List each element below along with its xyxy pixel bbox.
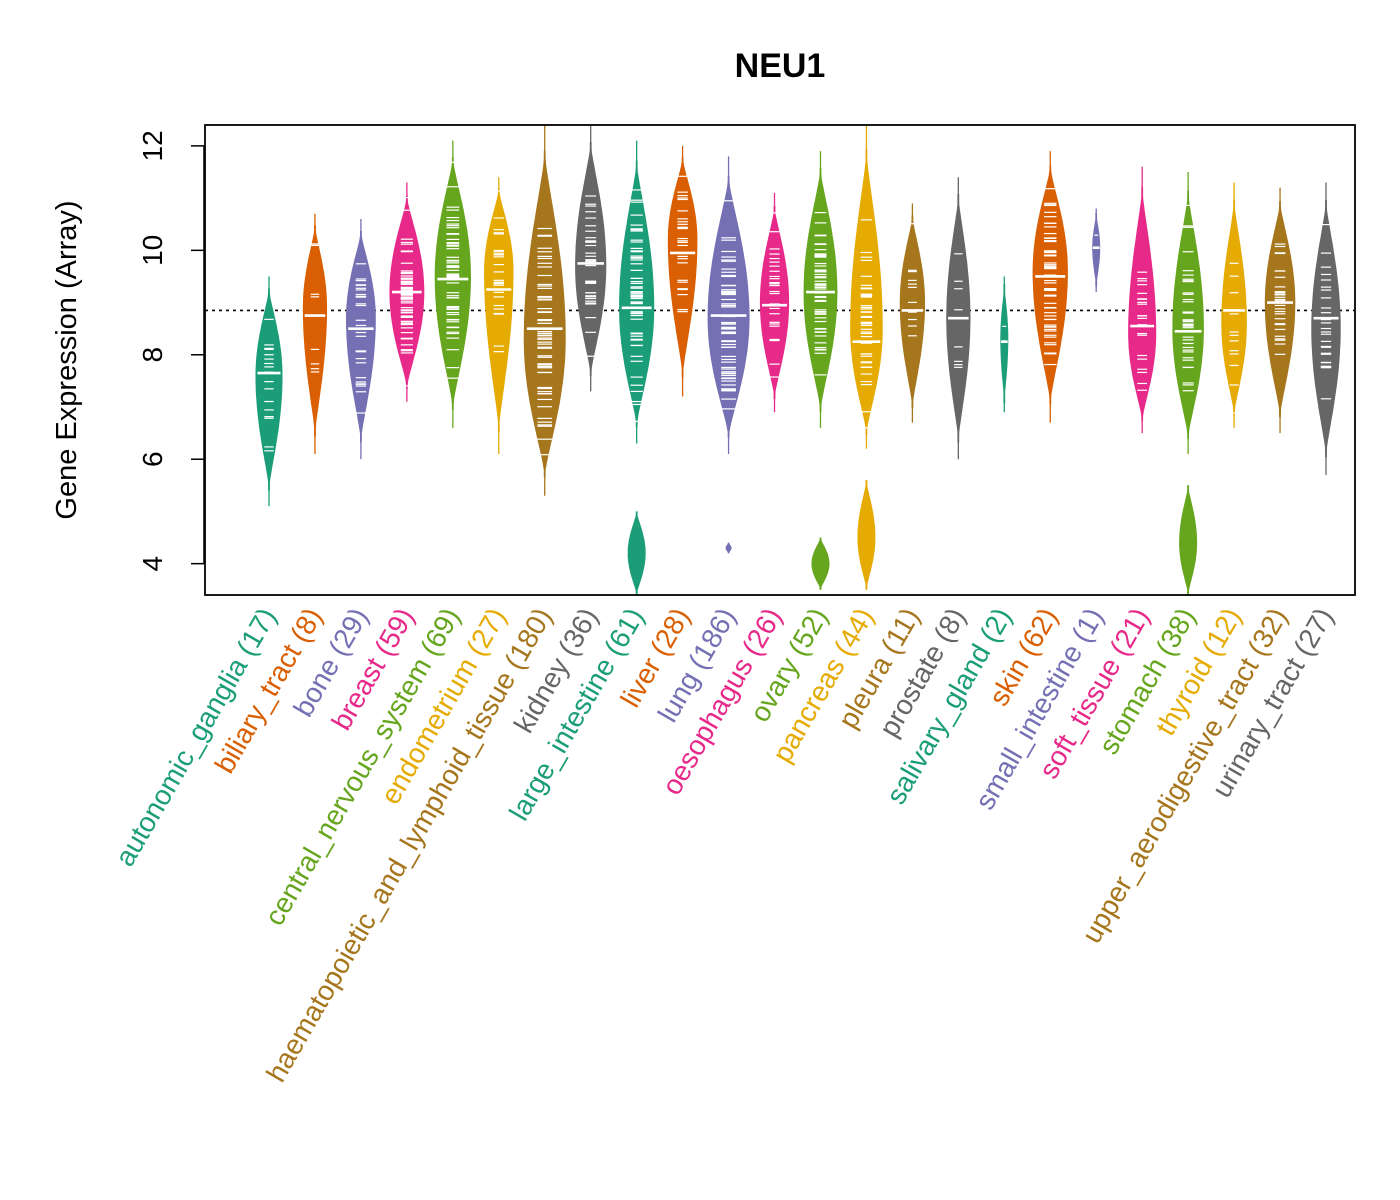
violin-small_intestine	[1092, 213, 1101, 287]
y-tick-label: 12	[137, 130, 168, 161]
y-tick-label: 8	[137, 347, 168, 363]
violin-skin	[1032, 165, 1068, 405]
chart-title: NEU1	[735, 47, 826, 85]
y-tick-label: 6	[137, 451, 168, 467]
violin-lower-mode	[811, 537, 830, 590]
violin-lower-mode	[1179, 485, 1198, 595]
violin-endometrium	[484, 188, 514, 433]
violin-stomach	[1172, 190, 1204, 439]
violin-autonomic_ganglia	[255, 288, 283, 491]
violin-haematopoietic_and_lymphoid_tissue	[523, 150, 566, 477]
y-tick-label: 4	[137, 556, 168, 572]
violin-liver	[667, 157, 698, 378]
y-axis-label: Gene Expression (Array)	[51, 200, 83, 519]
violin-lower-mode	[627, 511, 646, 595]
violin-oesophagus	[759, 206, 790, 400]
violin-upper_aerodigestive_tract	[1264, 201, 1296, 418]
violin-pancreas	[850, 149, 883, 435]
violin-lower-mode	[857, 480, 876, 590]
violin-thyroid	[1221, 199, 1247, 416]
plot-frame	[204, 124, 1356, 596]
violin-biliary_tract	[302, 225, 328, 437]
violin-ovary	[803, 168, 838, 412]
y-tick-label: 10	[137, 235, 168, 266]
violin-salivary_gland	[1000, 284, 1009, 404]
violin-lower-mode	[725, 542, 732, 554]
